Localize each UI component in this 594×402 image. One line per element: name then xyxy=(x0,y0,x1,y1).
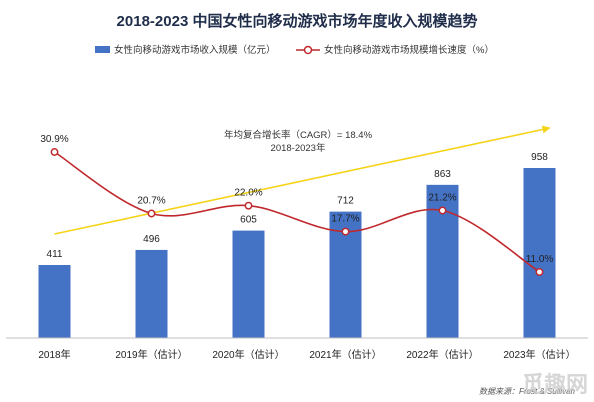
x-tick-label-2: 2020年（估计） xyxy=(212,348,284,361)
cagr-label: 年均复合增长率（CAGR）= 18.4% xyxy=(224,129,373,141)
bar-1 xyxy=(135,249,168,338)
cagr-period: 2018-2023年 xyxy=(271,142,326,154)
chart-title: 2018-2023 中国女性向移动游戏市场年度收入规模趋势 xyxy=(117,12,478,30)
bar-2 xyxy=(232,230,265,338)
bar-value-label-1: 496 xyxy=(143,234,160,245)
legend-line-label: 女性向移动游戏市场规模增长速度（%） xyxy=(324,44,494,56)
bar-value-label-3: 712 xyxy=(337,196,354,207)
bar-series: 411 496 605 712 863 958 xyxy=(38,152,556,338)
growth-point-5 xyxy=(535,268,544,276)
growth-value-label-1: 20.7% xyxy=(137,196,165,207)
x-tick-label-4: 2022年（估计） xyxy=(406,348,478,361)
cagr-trend-arrow xyxy=(54,125,551,235)
bar-value-label-5: 958 xyxy=(531,152,548,163)
bar-value-label-4: 863 xyxy=(434,169,451,180)
growth-line-series: 30.9% 20.7% 22.0% 17.7% 21.2% 11.0% xyxy=(40,134,554,276)
legend-bar-swatch xyxy=(95,46,110,53)
legend: 女性向移动游戏市场收入规模（亿元） 女性向移动游戏市场规模增长速度（%） xyxy=(95,44,494,56)
growth-value-label-5: 11.0% xyxy=(526,254,554,265)
growth-point-2 xyxy=(244,201,253,210)
growth-value-label-4: 21.2% xyxy=(428,192,456,203)
x-tick-label-1: 2019年（估计） xyxy=(115,348,187,361)
growth-value-label-3: 17.7% xyxy=(331,214,359,225)
bar-5 xyxy=(523,168,556,338)
cagr-annotation: 年均复合增长率（CAGR）= 18.4% 2018-2023年 xyxy=(224,129,373,154)
growth-point-4 xyxy=(438,206,447,215)
x-tick-label-0: 2018年 xyxy=(38,348,70,361)
growth-value-label-0: 30.9% xyxy=(40,134,68,145)
growth-point-1 xyxy=(147,209,156,218)
bar-value-label-0: 411 xyxy=(47,249,63,260)
trend-arrow-line xyxy=(54,125,551,235)
growth-line-path xyxy=(54,151,540,273)
x-tick-label-5: 2023年（估计） xyxy=(503,348,575,361)
x-tick-label-3: 2021年（估计） xyxy=(309,348,381,361)
source-note: 数据来源：Frost & Sullivan xyxy=(479,387,576,396)
watermark: 觅趣网 xyxy=(522,372,588,397)
x-axis-labels: 2018年 2019年（估计） 2020年（估计） 2021年（估计） 2022年（估计… xyxy=(38,348,575,361)
bar-value-label-2: 605 xyxy=(240,215,257,226)
growth-point-3 xyxy=(341,227,350,236)
bar-0 xyxy=(38,265,71,338)
growth-value-label-2: 22.0% xyxy=(234,188,262,199)
legend-line-marker xyxy=(303,45,313,55)
legend-bar-label: 女性向移动游戏市场收入规模（亿元） xyxy=(114,44,276,56)
growth-point-0 xyxy=(50,148,59,156)
